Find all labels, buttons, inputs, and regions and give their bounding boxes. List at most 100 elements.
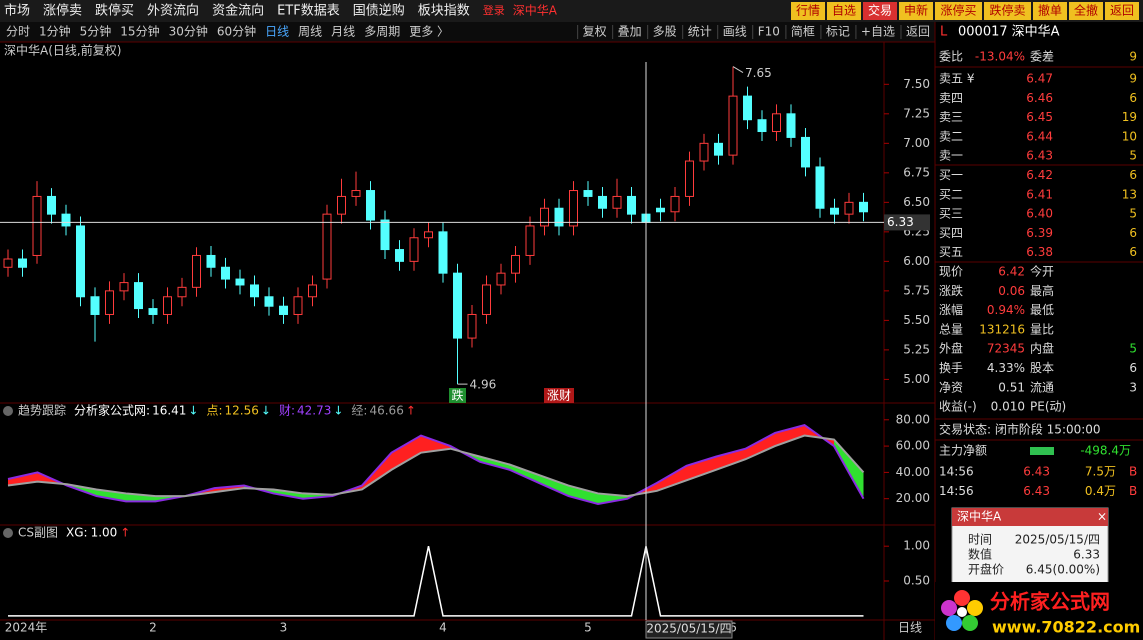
y-tick-label: 6.75 [903, 165, 930, 179]
tool-button[interactable]: 复权 [583, 25, 607, 39]
candle-body [76, 225, 85, 298]
menu-button-label: 交易 [868, 3, 892, 18]
panel-icon [3, 406, 13, 416]
cs-legend-value: 1.00 [91, 526, 118, 540]
menu-item[interactable]: 外资流向 [147, 3, 199, 19]
book-price: 6.43 [1026, 149, 1053, 163]
tool-button[interactable]: 标记 [826, 25, 850, 39]
book-price: 6.45 [1026, 110, 1053, 124]
crosshair-price: 6.33 [887, 215, 914, 229]
crosshair-price-box [884, 214, 930, 231]
period-tab[interactable]: 多周期 [364, 25, 400, 39]
indicator-line [7, 423, 865, 505]
quote-value: 0.010 [991, 400, 1025, 414]
menu-button[interactable] [863, 2, 897, 20]
period-tab[interactable]: 5分钟 [80, 24, 112, 39]
candle-body [308, 284, 317, 298]
trade-side: B [1129, 465, 1137, 479]
candle-body [3, 258, 13, 268]
period-tab[interactable]: 月线 [331, 25, 355, 39]
quote-label: 流通 [1030, 380, 1054, 394]
candle-body [206, 254, 216, 268]
y-tick-label: 60.00 [896, 439, 930, 453]
quote-value: 3 [1129, 380, 1137, 394]
tool-button[interactable]: 统计 [688, 25, 712, 39]
y-tick-label: 5.75 [903, 283, 930, 297]
menu-button[interactable] [984, 2, 1031, 20]
candle-body [482, 284, 491, 315]
y-tick-label: 80.00 [896, 412, 930, 426]
menu-item[interactable]: 市场 [4, 3, 30, 19]
menu-item[interactable]: 跌停买 [95, 3, 134, 19]
candle-body [627, 195, 636, 215]
quote-value: 0.06 [998, 284, 1025, 298]
cs-legend-title: CS副图 [18, 526, 58, 540]
menu-item[interactable]: 国债逆购 [353, 3, 405, 19]
quote-code: 000017 [958, 25, 1008, 40]
menu-button-label: 返回 [1110, 4, 1134, 18]
candle-body [61, 213, 71, 227]
menu-button[interactable] [827, 2, 861, 20]
quote-label: 股本 [1030, 361, 1054, 375]
tool-button[interactable]: +自选 [861, 25, 895, 39]
tool-button[interactable]: F10 [758, 25, 780, 39]
candle-body [18, 258, 27, 268]
menu-item[interactable]: ETF数据表 [277, 4, 340, 19]
book-price: 6.44 [1026, 129, 1053, 143]
cs-signal-line [8, 546, 864, 617]
menu-button-label: 自选 [832, 4, 856, 18]
menu-button[interactable] [1105, 2, 1139, 20]
trade-time: 14:56 [939, 465, 974, 479]
candle-body [235, 278, 245, 286]
y-tick-label: 7.50 [903, 77, 930, 91]
tool-button[interactable]: 返回 [906, 25, 930, 39]
period-tab[interactable]: 1分钟 [39, 24, 71, 39]
indicator-band [391, 435, 421, 470]
period-tab[interactable]: 更多 〉 [409, 25, 449, 39]
candle-body [859, 201, 868, 213]
book-label: 卖二 [939, 129, 963, 143]
period-tab[interactable]: 日线 [265, 25, 289, 39]
book-qty: 10 [1122, 129, 1137, 143]
tool-button[interactable]: 多股 [653, 25, 677, 39]
indicator-title: 趋势跟踪 [18, 404, 66, 418]
menu-button[interactable] [1069, 2, 1103, 20]
quote-label: 总量 [939, 322, 963, 336]
popup-close[interactable]: × [1097, 510, 1107, 524]
period-tab[interactable]: 60分钟 [217, 24, 256, 39]
book-qty: 13 [1122, 187, 1137, 201]
menu-item[interactable]: 资金流向 [212, 3, 264, 19]
candle-body [264, 296, 274, 307]
quote-flag: L [940, 25, 948, 40]
indicator-band [686, 456, 716, 481]
menu-button[interactable] [935, 2, 982, 20]
menu-item[interactable]: 涨停卖 [43, 3, 82, 19]
popup-label: 时间 [968, 533, 992, 547]
menu-button[interactable] [791, 2, 825, 20]
menu-item[interactable]: 板块指数 [418, 4, 470, 19]
period-tab[interactable]: 分时 [6, 25, 30, 39]
quote-label: PE(动) [1030, 400, 1066, 414]
book-price: 6.39 [1026, 226, 1053, 240]
y-tick-label: 5.25 [903, 342, 930, 356]
marks [3, 66, 868, 617]
menu-button[interactable] [1033, 2, 1067, 20]
candle-body [32, 195, 42, 256]
popup-value: 6.33 [1073, 548, 1100, 562]
y-tick-label: 20.00 [896, 491, 930, 505]
period-tab[interactable]: 30分钟 [169, 24, 208, 39]
menu-button[interactable] [899, 2, 933, 20]
period-tab[interactable]: 15分钟 [120, 24, 159, 39]
trade-volume: 7.5万 [1085, 465, 1116, 479]
tool-button[interactable]: 画线 [723, 25, 747, 39]
book-label: 买二 [939, 187, 963, 201]
tool-button[interactable]: 叠加 [618, 25, 642, 39]
tool-button[interactable]: 简框 [791, 25, 815, 39]
login-link[interactable]: 登录 [483, 3, 505, 17]
period-tab[interactable]: 周线 [298, 25, 322, 39]
indicator-line [7, 434, 865, 498]
quote-value: 131216 [979, 322, 1025, 336]
quote-label: 涨幅 [939, 302, 963, 317]
flow-label: 主力净额 [939, 444, 987, 458]
